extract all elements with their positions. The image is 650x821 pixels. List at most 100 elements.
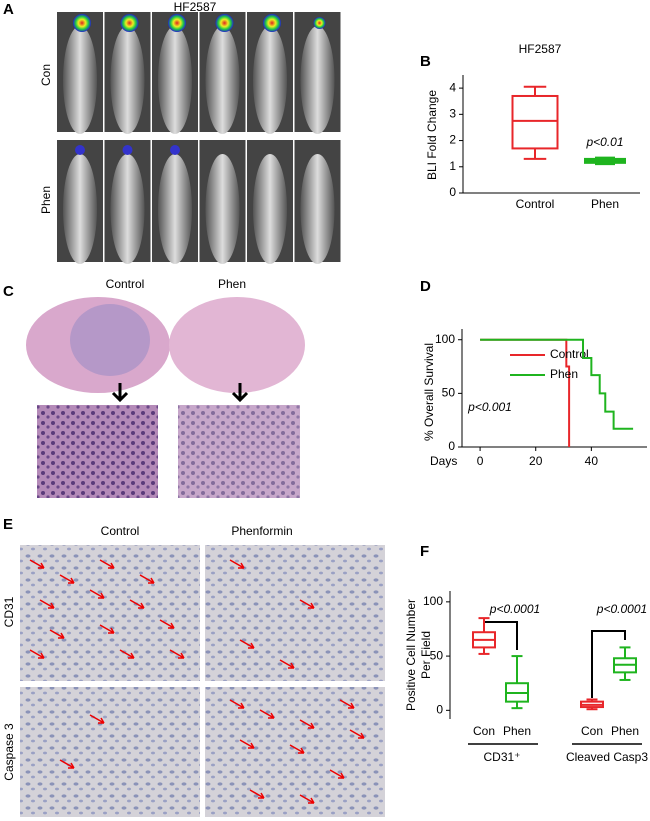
arrow — [111, 383, 129, 403]
red-arrow — [299, 599, 315, 609]
panel-label: D — [420, 278, 431, 295]
annotation: p<0.001 — [467, 400, 512, 414]
x-tick-label: Con — [473, 724, 495, 738]
mouse — [300, 154, 335, 264]
red-arrow — [159, 619, 175, 629]
y-tick-label: 0 — [436, 702, 443, 716]
x-tick-label: 20 — [529, 454, 543, 468]
box — [511, 94, 559, 150]
red-arrow — [259, 709, 275, 719]
group-label: Cleaved Casp3 — [566, 750, 648, 764]
x-tick-label: Con — [581, 724, 603, 738]
red-arrow — [99, 624, 115, 634]
red-arrow — [49, 629, 65, 639]
y-tick-label: 4 — [449, 80, 456, 94]
red-arrow — [329, 769, 345, 779]
y-tick-label: 3 — [449, 107, 456, 121]
red-arrow — [339, 699, 355, 709]
x-axis-label: Days — [430, 454, 457, 468]
red-arrow — [289, 744, 305, 754]
row-label: CD31 — [2, 596, 16, 627]
bli-signal — [75, 145, 85, 155]
bli-signal — [120, 14, 139, 32]
row-label: Con — [39, 64, 53, 86]
mouse — [158, 26, 192, 134]
red-arrow — [29, 649, 45, 659]
red-arrow — [229, 559, 245, 569]
survival-curve — [480, 338, 634, 430]
column-label: Phen — [218, 277, 246, 291]
bli-signal — [122, 145, 133, 155]
ihc-image — [205, 687, 385, 817]
red-arrow — [59, 574, 75, 584]
x-tick-label: Phen — [503, 724, 531, 738]
mouse — [205, 154, 240, 264]
red-arrow — [239, 739, 255, 749]
mouse — [63, 26, 97, 134]
mouse-images — [57, 12, 341, 264]
mouse — [253, 154, 287, 264]
annotation: p<0.0001 — [489, 602, 540, 616]
x-tick-label: Control — [516, 197, 555, 211]
histology-image — [178, 405, 300, 498]
panel-label: B — [420, 53, 431, 70]
y-axis-label: Per Field — [419, 631, 433, 679]
chart-title: HF2587 — [519, 42, 562, 56]
mouse — [110, 26, 145, 134]
red-arrow — [139, 574, 155, 584]
mouse — [253, 26, 287, 134]
red-arrow — [349, 729, 365, 739]
red-arrow — [89, 589, 105, 599]
mouse — [158, 154, 192, 264]
bli-signal — [215, 14, 234, 32]
x-tick-label: Phen — [611, 724, 639, 738]
red-arrow — [299, 794, 315, 804]
y-axis-label: % Overall Survival — [422, 343, 436, 441]
y-axis-label: Positive Cell Number — [404, 599, 418, 711]
panel-label: C — [3, 283, 14, 300]
y-tick-label: 0 — [448, 439, 455, 453]
panel-title: HF2587 — [174, 0, 217, 14]
bli-signal — [263, 14, 281, 32]
red-arrow — [229, 699, 245, 709]
red-arrow — [299, 719, 315, 729]
red-arrow — [239, 639, 255, 649]
red-arrow — [29, 559, 45, 569]
annotation: p<0.01 — [585, 135, 623, 149]
y-tick-label: 1 — [449, 159, 456, 173]
histology-image — [37, 405, 158, 498]
x-tick-label: 0 — [477, 454, 484, 468]
legend-label: Phen — [550, 367, 578, 381]
ihc-image — [205, 545, 385, 681]
column-label: Control — [106, 277, 145, 291]
y-tick-label: 50 — [430, 648, 444, 662]
red-arrow — [249, 789, 265, 799]
y-tick-label: 100 — [423, 594, 443, 608]
mouse — [205, 26, 240, 134]
red-arrow — [89, 714, 105, 724]
panel-label: A — [3, 1, 14, 18]
bli-signal — [170, 145, 180, 155]
mouse — [110, 154, 145, 264]
y-tick-label: 0 — [449, 185, 456, 199]
red-arrow — [59, 759, 75, 769]
column-label: Control — [101, 524, 140, 538]
red-arrow — [119, 649, 135, 659]
bli-signal — [73, 14, 91, 32]
y-axis-label: BLI Fold Change — [425, 90, 439, 180]
red-arrow — [99, 559, 115, 569]
group-label: CD31⁺ — [483, 750, 520, 764]
brain-section — [169, 297, 305, 393]
red-arrow — [129, 599, 145, 609]
arrow — [231, 383, 249, 403]
panel-label: E — [3, 516, 13, 533]
annotation: p<0.0001 — [596, 602, 647, 616]
y-tick-label: 50 — [442, 386, 456, 400]
legend-label: Control — [550, 347, 589, 361]
x-tick-label: 40 — [585, 454, 599, 468]
red-arrow — [39, 599, 55, 609]
bli-signal — [313, 17, 326, 29]
row-label: Caspase 3 — [2, 723, 16, 781]
red-arrows — [29, 559, 365, 804]
